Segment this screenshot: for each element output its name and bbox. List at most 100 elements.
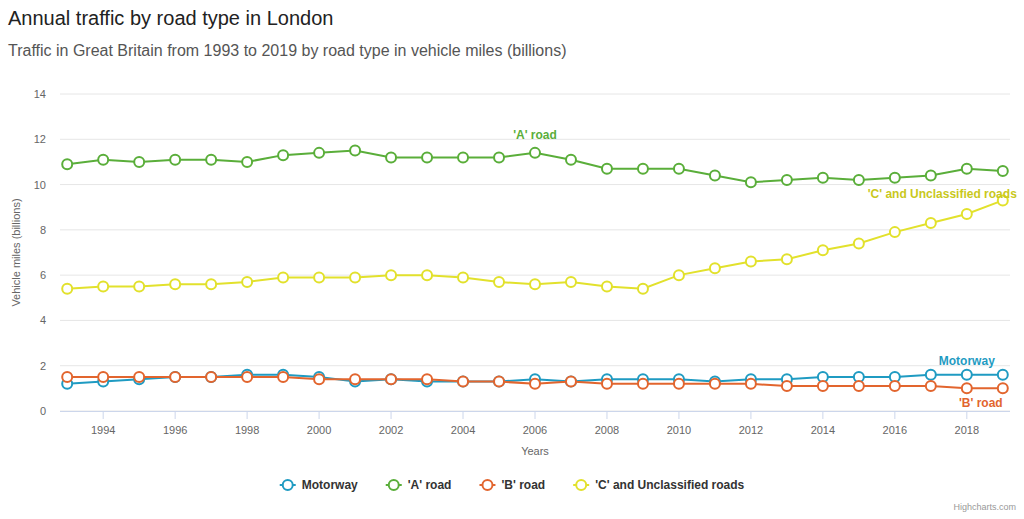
point	[674, 379, 684, 389]
x-tick	[175, 411, 176, 419]
point	[566, 377, 576, 387]
point	[602, 379, 612, 389]
point	[350, 374, 360, 384]
point	[242, 157, 252, 167]
plot-area	[62, 146, 1008, 394]
point	[530, 379, 540, 389]
point	[206, 372, 216, 382]
point	[530, 279, 540, 289]
point	[170, 279, 180, 289]
x-tick-label: 2018	[955, 424, 979, 436]
legend-marker	[576, 480, 586, 490]
chart: Annual traffic by road type in London Tra…	[0, 0, 1024, 519]
legend-item: 'B' road	[479, 478, 545, 492]
point	[746, 379, 756, 389]
legend-label: Motorway	[302, 478, 358, 492]
point	[350, 272, 360, 282]
point	[638, 164, 648, 174]
point	[674, 270, 684, 280]
x-tick-label: 2008	[595, 424, 619, 436]
y-tick-label: 6	[40, 269, 46, 281]
point	[422, 374, 432, 384]
point	[782, 381, 792, 391]
x-tick	[103, 411, 104, 419]
point	[458, 272, 468, 282]
x-tick-label: 2006	[523, 424, 547, 436]
y-tick-label: 12	[34, 133, 46, 145]
point	[782, 175, 792, 185]
point	[890, 173, 900, 183]
point	[710, 379, 720, 389]
credits: Highcharts.com	[953, 502, 1016, 512]
point	[278, 150, 288, 160]
series-line	[67, 200, 1003, 288]
series-label: Motorway	[939, 354, 995, 368]
point	[566, 155, 576, 165]
point	[854, 381, 864, 391]
x-tick	[678, 411, 679, 419]
point	[854, 175, 864, 185]
point	[530, 148, 540, 158]
point	[350, 146, 360, 156]
y-tick-label: 0	[40, 405, 46, 417]
point	[422, 270, 432, 280]
point	[494, 377, 504, 387]
point	[818, 381, 828, 391]
series-label: 'B' road	[959, 396, 1003, 410]
y-tick-label: 14	[34, 88, 46, 100]
point	[134, 281, 144, 291]
series-label: 'A' road	[513, 128, 557, 142]
point	[170, 155, 180, 165]
grid-line	[60, 94, 1010, 95]
point	[926, 370, 936, 380]
point	[314, 374, 324, 384]
point	[170, 372, 180, 382]
point	[386, 152, 396, 162]
point	[206, 372, 216, 382]
legend-marker	[389, 480, 399, 490]
point	[494, 152, 504, 162]
point	[386, 374, 396, 384]
point	[62, 159, 72, 169]
subtitle: Traffic in Great Britain from 1993 to 20…	[8, 42, 566, 59]
x-tick	[822, 411, 823, 419]
point	[494, 277, 504, 287]
point	[62, 284, 72, 294]
legend-item: Motorway	[280, 478, 358, 492]
title: Annual traffic by road type in London	[8, 7, 333, 29]
point	[890, 227, 900, 237]
point	[818, 173, 828, 183]
grid	[60, 94, 1010, 411]
legend-label: 'A' road	[408, 478, 452, 492]
point	[890, 381, 900, 391]
point	[710, 171, 720, 181]
grid-line	[60, 275, 1010, 276]
point	[386, 374, 396, 384]
x-tick	[966, 411, 967, 419]
grid-line	[60, 320, 1010, 321]
point	[134, 157, 144, 167]
point	[98, 281, 108, 291]
legend-marker	[482, 480, 492, 490]
point	[206, 155, 216, 165]
point	[602, 281, 612, 291]
legend-label: 'C' and Unclassified roads	[595, 478, 744, 492]
x-tick-label: 2010	[667, 424, 691, 436]
point	[206, 279, 216, 289]
x-axis-label: Years	[521, 445, 549, 457]
y-axis-label: Vehicle miles (billions)	[10, 198, 22, 306]
x-tick	[247, 411, 248, 419]
x-tick	[535, 411, 536, 419]
point	[998, 370, 1008, 380]
x-tick	[894, 411, 895, 419]
point	[314, 272, 324, 282]
grid-line	[60, 365, 1010, 366]
x-tick	[750, 411, 751, 419]
series-label: 'C' and Unclassified roads	[868, 187, 1017, 201]
point	[566, 377, 576, 387]
point	[962, 209, 972, 219]
x-tick-label: 2012	[739, 424, 763, 436]
point	[638, 379, 648, 389]
point	[278, 372, 288, 382]
point	[278, 272, 288, 282]
